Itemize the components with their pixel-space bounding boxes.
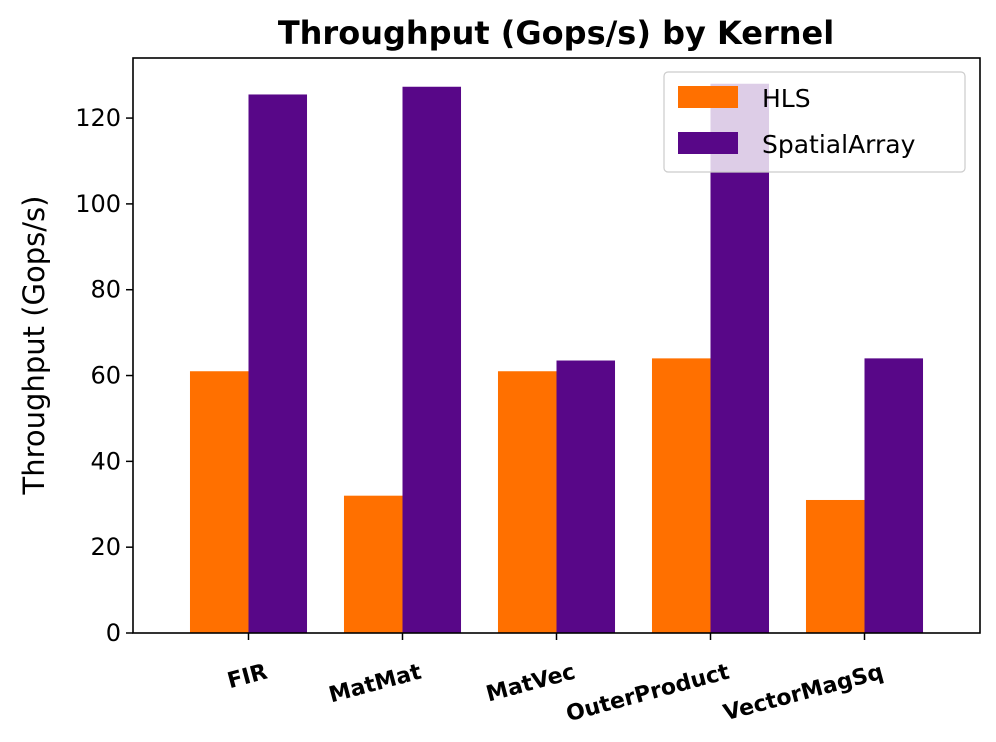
y-tick-label: 20 [90,533,121,561]
legend-label-hls: HLS [762,84,811,113]
legend-swatch-hls [678,86,738,108]
bar-hls-matvec [497,371,557,633]
y-tick-label: 0 [106,619,121,647]
bar-hls-vectormagsq [805,499,865,633]
x-tick-label-fir: FIR [225,660,270,695]
chart-title: Throughput (Gops/s) by Kernel [278,14,834,52]
y-ticks: 0 20 40 60 80 100 120 [75,104,133,647]
bars-group [189,83,924,633]
legend-box [663,71,966,173]
x-tick-label-vectormagsq: VectorMagSq [721,660,886,727]
x-tick-label-outerproduct: OuterProduct [564,660,733,728]
y-tick-label: 80 [90,276,121,304]
y-tick-label: 120 [75,104,121,132]
legend-swatch-spatialarray [678,132,738,154]
plot-area-frame [132,57,981,634]
y-tick-label: 100 [75,190,121,218]
bar-hls-fir [189,371,249,633]
bar-spatialarray-outerproduct [710,83,770,633]
legend-label-spatialarray: SpatialArray [762,130,916,159]
bar-hls-matmat [343,495,403,633]
bar-spatialarray-matvec [556,360,616,633]
y-axis-label: Throughput (Gops/s) [17,196,51,496]
bar-hls-outerproduct [651,358,711,633]
y-tick-label: 60 [90,362,121,390]
bar-spatialarray-fir [248,94,308,633]
bar-spatialarray-matmat [402,86,462,633]
legend: HLS SpatialArray [663,71,966,173]
x-tick-label-matvec: MatVec [484,660,578,708]
y-tick-label: 40 [90,447,121,475]
bar-spatialarray-vectormagsq [864,358,924,633]
x-tick-label-matmat: MatMat [326,660,424,709]
